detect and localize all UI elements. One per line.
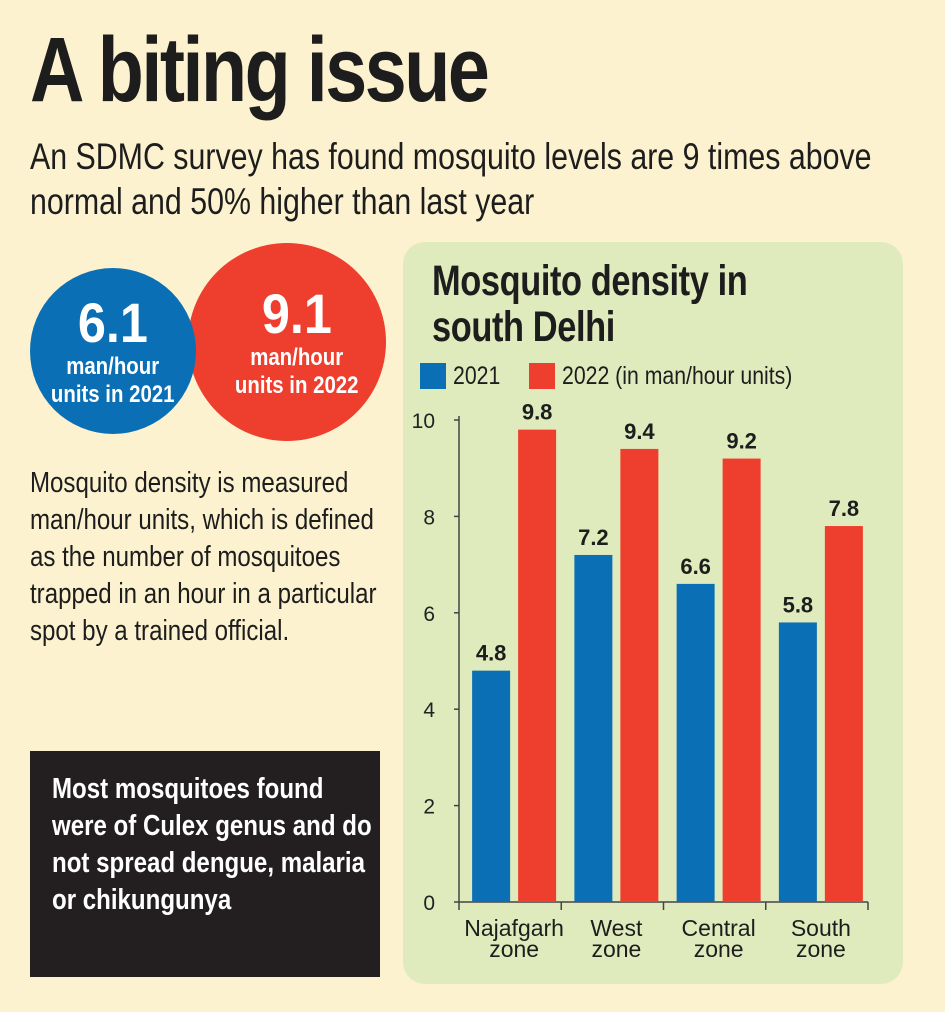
x-category-label: zone	[489, 936, 539, 962]
legend-swatch-2022	[528, 363, 555, 389]
x-category-label: Central	[682, 915, 756, 941]
bar-2021-2	[676, 583, 715, 902]
x-category-label: zone	[796, 936, 846, 962]
data-label: 7.8	[829, 496, 860, 521]
stat-circle-2022: 9.1 man/hour units in 2022	[188, 243, 386, 441]
definition-text: Mosquito density is measured man/hour un…	[30, 467, 377, 647]
legend-label-2021: 2021	[453, 362, 501, 390]
data-label: 9.8	[522, 400, 553, 425]
legend-swatch-2021	[420, 363, 446, 389]
data-label: 9.4	[624, 419, 655, 444]
data-label: 5.8	[783, 592, 814, 617]
x-category-label: Najafgarh	[464, 915, 564, 941]
stat-unit-2021: man/hour	[66, 353, 160, 380]
bar-2021-3	[778, 622, 817, 902]
headline: A biting issue	[30, 19, 490, 121]
y-tick-label: 6	[423, 603, 435, 626]
bar-2021-0	[472, 670, 511, 902]
y-tick-label: 4	[423, 699, 435, 722]
data-label: 6.6	[680, 554, 711, 579]
data-label: 9.2	[726, 429, 757, 454]
y-tick-label: 10	[412, 410, 435, 433]
stat-year-2021: units in 2021	[51, 381, 175, 408]
x-category-label: zone	[591, 936, 641, 962]
note-text: Most mosquitoes found were of Culex genu…	[52, 773, 372, 916]
stat-year-2022: units in 2022	[235, 372, 359, 399]
stat-unit-2022: man/hour	[250, 344, 344, 371]
bar-chart: 02468104.89.8Najafgarhzone7.29.4Westzone…	[412, 400, 869, 962]
y-tick-label: 0	[423, 892, 435, 915]
stat-value-2022: 9.1	[261, 282, 333, 345]
y-tick-label: 8	[423, 506, 435, 529]
legend-label-2022: 2022 (in man/hour units)	[561, 362, 792, 390]
bar-2022-2	[722, 458, 761, 902]
data-label: 7.2	[578, 525, 609, 550]
bar-2022-1	[620, 448, 659, 902]
x-category-label: South	[791, 915, 851, 941]
chart-title: Mosquito density in south Delhi	[432, 257, 748, 351]
chart-legend: 2021 2022 (in man/hour units)	[420, 362, 793, 390]
y-tick-label: 2	[423, 796, 435, 819]
stat-value-2021: 6.1	[77, 291, 149, 354]
bar-2022-0	[518, 429, 557, 902]
x-category-label: West	[590, 915, 643, 941]
note-box: Most mosquitoes found were of Culex genu…	[30, 751, 380, 977]
bar-2021-1	[574, 554, 613, 902]
stat-circle-2021: 6.1 man/hour units in 2021	[30, 268, 196, 434]
x-category-label: zone	[694, 936, 744, 962]
subhead: An SDMC survey has found mosquito levels…	[30, 136, 872, 222]
data-label: 4.8	[476, 641, 507, 666]
bar-2022-3	[824, 526, 863, 902]
